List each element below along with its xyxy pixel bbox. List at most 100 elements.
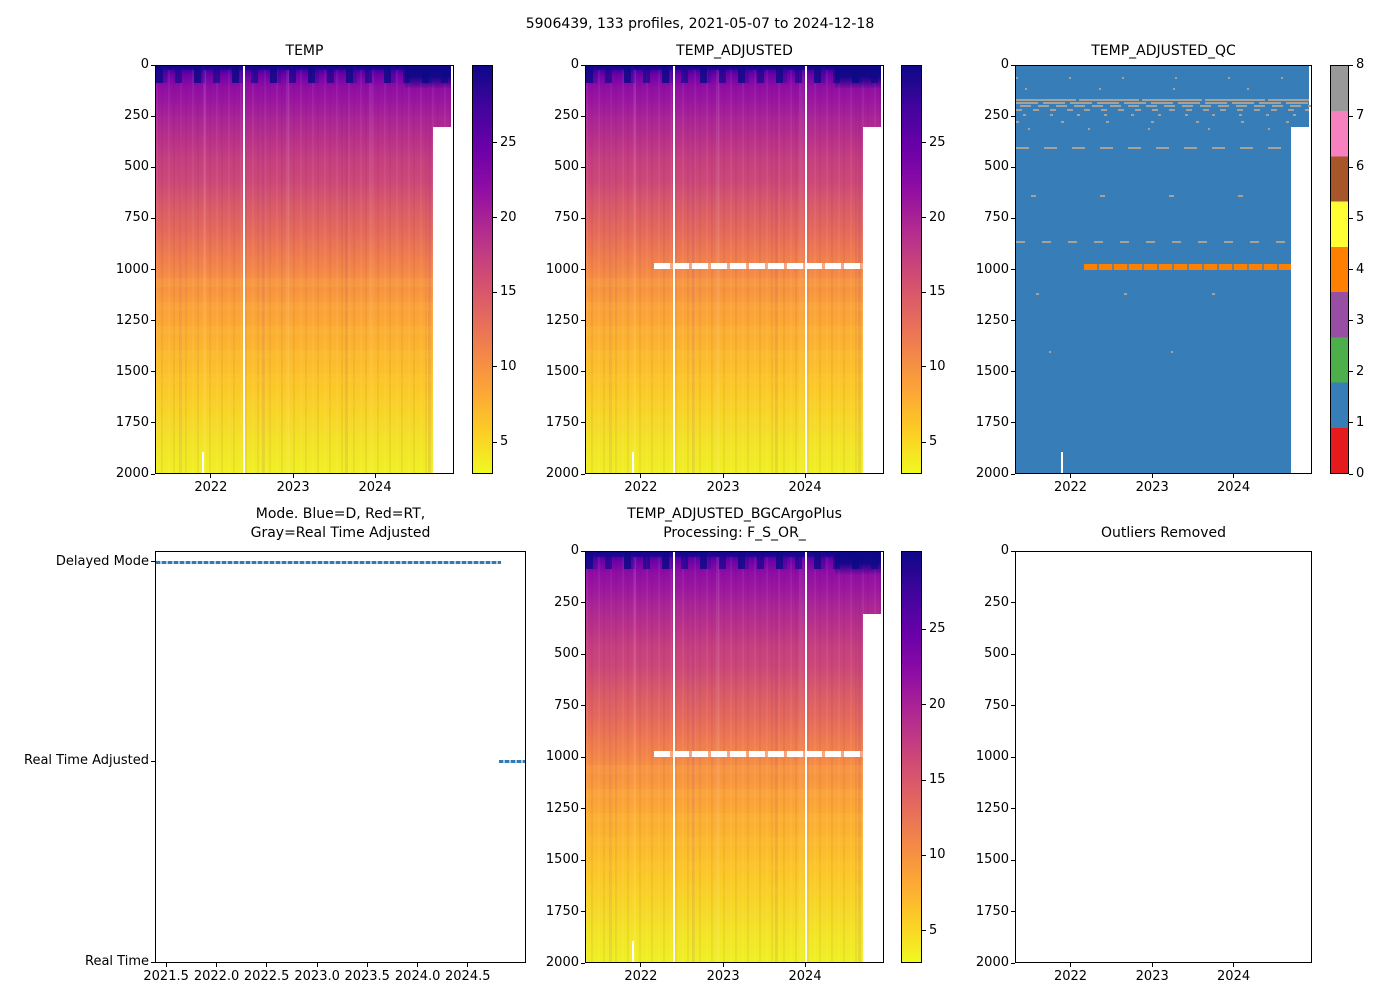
y-tick-mark bbox=[1011, 371, 1015, 373]
y-tick-label: 250 bbox=[984, 108, 1009, 124]
y-tick-mark bbox=[151, 320, 155, 322]
qc-flag8-speckles bbox=[1016, 102, 1309, 105]
y-tick-label: 1000 bbox=[545, 749, 579, 764]
colorbar-tick-label: 4 bbox=[1356, 261, 1365, 277]
x-tick-mark bbox=[640, 963, 642, 967]
y-tick-mark bbox=[581, 550, 585, 552]
y-tick-label: 0 bbox=[1000, 57, 1009, 72]
y-tick-label: 0 bbox=[570, 543, 579, 558]
y-tick-label: 1500 bbox=[545, 852, 579, 867]
panel-title-temp: TEMP bbox=[285, 43, 324, 59]
colorbar-tick-label: 2 bbox=[1356, 363, 1365, 379]
y-tick-label: 1500 bbox=[975, 363, 1009, 379]
y-tick-label: 2000 bbox=[545, 955, 579, 970]
colorbar-tick-label: 5 bbox=[1356, 210, 1365, 226]
missing-profile-gap-2024 bbox=[804, 552, 807, 962]
surface-warm-right-patch bbox=[835, 552, 881, 575]
x-tick-mark bbox=[266, 963, 268, 967]
y-tick-mark bbox=[1011, 473, 1015, 475]
colorbar-tick-mark bbox=[493, 291, 497, 293]
y-tick-label: 500 bbox=[984, 646, 1009, 661]
y-tick-label: 1750 bbox=[545, 903, 579, 919]
y-tick-mark bbox=[151, 269, 155, 270]
x-tick-label: 2023.0 bbox=[294, 969, 340, 984]
bgc-heatmap bbox=[586, 552, 881, 962]
qc-flag8-speckles bbox=[1028, 128, 1311, 131]
colorbar-tick-mark bbox=[922, 854, 926, 856]
masked-1000m-band bbox=[654, 263, 864, 270]
colorbar-temp bbox=[901, 551, 922, 963]
colorbar-tick-mark bbox=[493, 441, 497, 443]
y-tick-mark bbox=[581, 859, 585, 861]
y-tick-label: 250 bbox=[984, 594, 1009, 610]
x-tick-label: 2022 bbox=[1053, 969, 1088, 984]
colorbar-tick-mark bbox=[922, 217, 926, 219]
colorbar-tick-mark bbox=[1349, 422, 1353, 424]
colorbar-tick-label: 5 bbox=[929, 922, 938, 938]
surface-warm-right-patch bbox=[835, 66, 881, 89]
deep-banding-texture bbox=[156, 277, 451, 441]
x-tick-label: 2024 bbox=[788, 480, 822, 495]
y-tick-mark bbox=[151, 961, 155, 963]
y-tick-mark bbox=[581, 217, 585, 219]
x-tick-label: 2023 bbox=[276, 480, 310, 495]
deep-banding-texture bbox=[586, 765, 881, 930]
y-tick-label: 2000 bbox=[975, 955, 1009, 970]
y-tick-mark bbox=[581, 808, 585, 809]
y-tick-mark bbox=[1011, 64, 1015, 66]
y-tick-label: 1750 bbox=[975, 414, 1009, 430]
x-tick-mark bbox=[292, 474, 294, 478]
y-tick-label: 1250 bbox=[115, 312, 149, 328]
no-data-region bbox=[1291, 127, 1311, 473]
y-tick-mark bbox=[1011, 550, 1015, 552]
qc-flag8-speckles bbox=[1036, 293, 1311, 296]
real-time-adjusted-line bbox=[499, 759, 525, 763]
x-tick-label: 2023 bbox=[1135, 480, 1169, 495]
y-tick-mark bbox=[581, 320, 585, 322]
colorbar-tick-mark bbox=[1349, 371, 1353, 373]
y-tick-label: 750 bbox=[124, 210, 149, 226]
y-tick-label: 500 bbox=[124, 159, 149, 175]
y-tick-mark bbox=[151, 217, 155, 219]
panel-title-bgc-line2: Processing: F_S_OR_ bbox=[663, 525, 806, 541]
x-tick-mark bbox=[1233, 963, 1235, 967]
colorbar-tick-mark bbox=[922, 704, 926, 706]
colorbar-tick-label: 3 bbox=[1356, 312, 1365, 328]
qc-flag8-speckles bbox=[1023, 113, 1311, 116]
colorbar-tick-label: 15 bbox=[500, 284, 517, 300]
colorbar-tick-label: 25 bbox=[500, 134, 517, 150]
x-tick-label: 2023.5 bbox=[344, 969, 390, 984]
y-tick-mark bbox=[1011, 911, 1015, 912]
x-tick-label: 2024 bbox=[358, 480, 392, 495]
y-tick-mark bbox=[581, 269, 585, 270]
profile-streaks-texture bbox=[156, 66, 451, 473]
y-tick-mark bbox=[151, 371, 155, 373]
y-tick-label: 750 bbox=[984, 697, 1009, 713]
y-tick-mark bbox=[581, 166, 585, 168]
panel-title-mode-line1: Mode. Blue=D, Red=RT, bbox=[255, 506, 426, 522]
colorbar-tick-label: 25 bbox=[929, 621, 946, 637]
panel-temp-adjusted bbox=[585, 65, 884, 474]
y-tick-label: 500 bbox=[554, 646, 579, 661]
colorbar-tick-mark bbox=[1349, 115, 1353, 117]
y-tick-label: 1750 bbox=[545, 414, 579, 430]
no-data-region bbox=[863, 127, 883, 473]
y-tick-label: 1500 bbox=[975, 852, 1009, 867]
missing-deep-segment bbox=[201, 451, 204, 473]
colorbar-tick-mark bbox=[922, 142, 926, 144]
y-tick-label: Delayed Mode bbox=[55, 553, 149, 569]
y-tick-label: 0 bbox=[140, 57, 149, 72]
y-tick-mark bbox=[1011, 320, 1015, 322]
y-tick-label: 0 bbox=[1000, 543, 1009, 558]
x-tick-mark bbox=[210, 474, 212, 478]
y-tick-label: 0 bbox=[570, 57, 579, 72]
panel-title-temp-adjusted: TEMP_ADJUSTED bbox=[676, 43, 793, 59]
missing-profile-gap bbox=[673, 552, 676, 962]
colorbar-tick-label: 20 bbox=[500, 209, 517, 225]
y-tick-label: 750 bbox=[984, 210, 1009, 226]
x-tick-label: 2023 bbox=[706, 969, 740, 984]
profile-streaks-texture bbox=[586, 552, 881, 962]
qc-flag8-speckles bbox=[1016, 77, 1309, 80]
y-tick-mark bbox=[581, 602, 585, 603]
colorbar-tick-label: 15 bbox=[929, 772, 946, 788]
